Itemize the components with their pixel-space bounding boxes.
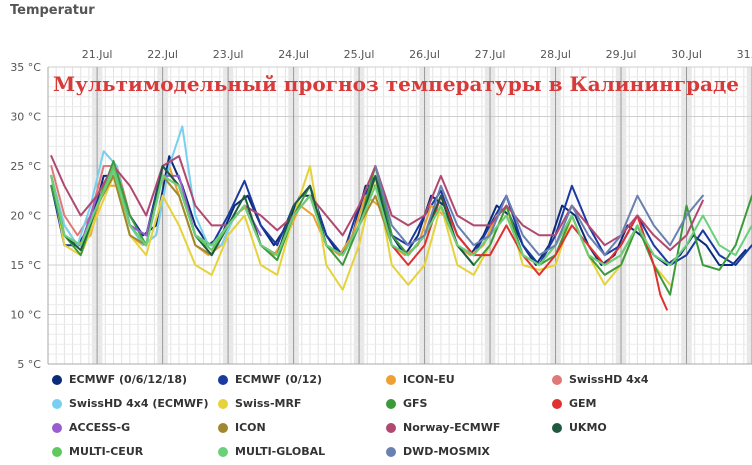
chart-series	[50, 125, 752, 311]
series-line-1	[50, 155, 747, 266]
series-line-6	[50, 165, 672, 291]
x-tick-label: 30.Jul	[671, 48, 702, 61]
x-tick-label: 27.Jul	[475, 48, 506, 61]
x-tick-label: 21.Jul	[82, 48, 113, 61]
y-tick-label: 10 °C	[10, 309, 41, 322]
x-tick-label: 26.Jul	[409, 48, 440, 61]
y-tick-label: 35 °C	[10, 61, 41, 74]
series-line-14	[50, 169, 752, 266]
x-tick-label: 29.Jul	[606, 48, 637, 61]
x-tick-label: 25.Jul	[344, 48, 375, 61]
chart-title: Мультимодельный прогноз температуры в Ка…	[53, 72, 739, 96]
y-tick-label: 15 °C	[10, 259, 41, 272]
x-tick-label: 28.Jul	[540, 48, 571, 61]
x-tick-label: 24.Jul	[278, 48, 309, 61]
x-tick-label: 22.Jul	[147, 48, 178, 61]
page-title: Temperatur	[10, 3, 95, 18]
series-line-5	[50, 125, 236, 247]
y-tick-label: 25 °C	[10, 160, 41, 173]
series-line-15	[374, 165, 704, 257]
y-tick-label: 20 °C	[10, 210, 41, 223]
y-tick-label: 30 °C	[10, 111, 41, 124]
chart-axes: 35 °C 30 °C 25 °C 20 °C 15 °C 10 °C 5 °C 21.Jul…	[10, 48, 752, 371]
x-tick-label: 23.Jul	[213, 48, 244, 61]
y-tick-label: 5 °C	[17, 358, 41, 371]
x-tick-label: 31.Jul	[737, 48, 752, 61]
